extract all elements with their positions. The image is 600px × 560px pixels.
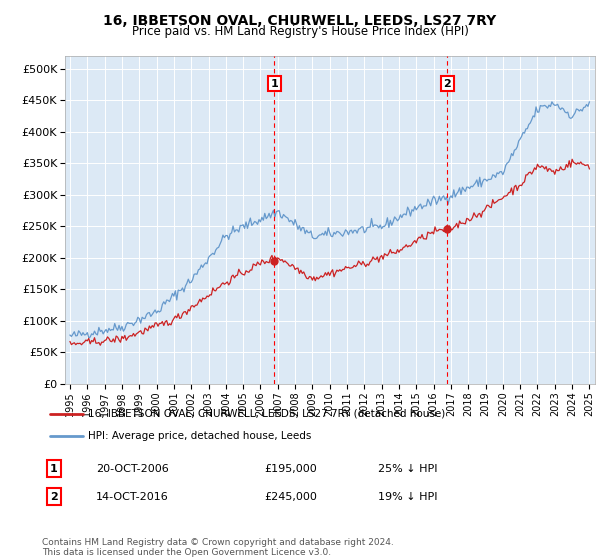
Text: 16, IBBETSON OVAL, CHURWELL, LEEDS, LS27 7RY (detached house): 16, IBBETSON OVAL, CHURWELL, LEEDS, LS27… — [88, 409, 446, 419]
Text: Price paid vs. HM Land Registry's House Price Index (HPI): Price paid vs. HM Land Registry's House … — [131, 25, 469, 38]
Text: 16, IBBETSON OVAL, CHURWELL, LEEDS, LS27 7RY: 16, IBBETSON OVAL, CHURWELL, LEEDS, LS27… — [103, 14, 497, 28]
Text: 2: 2 — [50, 492, 58, 502]
Text: 20-OCT-2006: 20-OCT-2006 — [96, 464, 169, 474]
Text: HPI: Average price, detached house, Leeds: HPI: Average price, detached house, Leed… — [88, 431, 312, 441]
Text: 1: 1 — [271, 79, 278, 88]
Text: 14-OCT-2016: 14-OCT-2016 — [96, 492, 169, 502]
Text: £195,000: £195,000 — [264, 464, 317, 474]
Text: 1: 1 — [50, 464, 58, 474]
Text: £245,000: £245,000 — [264, 492, 317, 502]
Text: Contains HM Land Registry data © Crown copyright and database right 2024.
This d: Contains HM Land Registry data © Crown c… — [42, 538, 394, 557]
Text: 25% ↓ HPI: 25% ↓ HPI — [378, 464, 437, 474]
Text: 19% ↓ HPI: 19% ↓ HPI — [378, 492, 437, 502]
Text: 2: 2 — [443, 79, 451, 88]
